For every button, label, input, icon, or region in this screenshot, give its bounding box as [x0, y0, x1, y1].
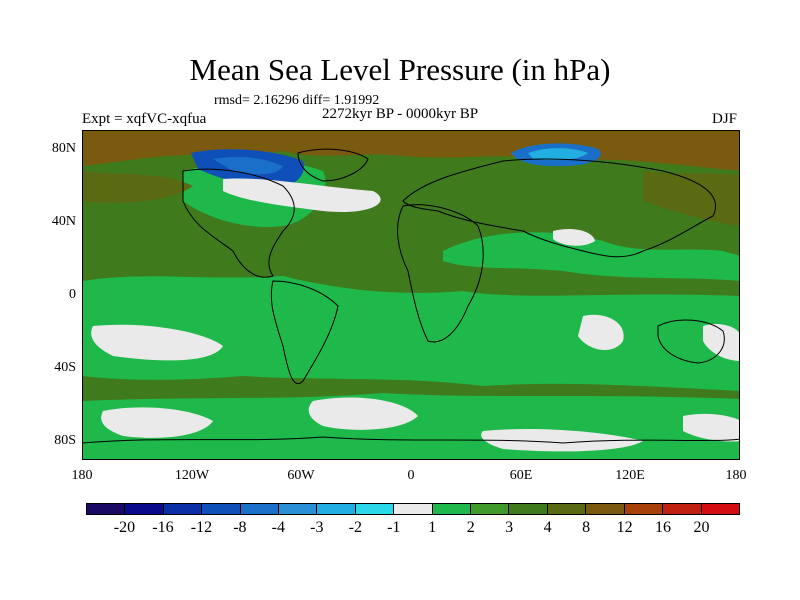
colorbar-label: 16: [655, 519, 672, 536]
region-arctic-high: [83, 131, 739, 171]
region-southeast-pacific-neutral: [91, 324, 224, 361]
colorbar-label: 1: [428, 519, 437, 536]
colorbar-label: -2: [348, 519, 362, 536]
region-north-indian-ocean: [443, 232, 739, 281]
coast-antarctica: [83, 436, 739, 444]
x-tick-120e: 120E: [615, 468, 645, 483]
region-north-atlantic-neutral: [223, 178, 381, 212]
colorbar-label: 2: [466, 519, 475, 536]
colorbar-swatch: [87, 504, 126, 514]
y-tick-0: 0: [69, 287, 76, 302]
x-tick-180e: 180: [725, 468, 747, 483]
coast-africa: [397, 204, 484, 343]
coast-eurasia: [402, 158, 716, 258]
region-greenland-low-core: [213, 157, 283, 175]
region-north-pacific-west: [83, 171, 193, 203]
region-indian-ocean-neutral: [578, 314, 624, 351]
colorbar-label: 3: [505, 519, 514, 536]
colorbar-swatch: [547, 504, 587, 514]
colorbar-label: -4: [271, 519, 285, 536]
colorbar-label: -8: [233, 519, 247, 536]
x-tick-60w: 60W: [287, 468, 315, 483]
colorbar-swatch: [509, 504, 548, 514]
colorbar-swatch: [432, 504, 472, 514]
season-label: DJF: [712, 111, 738, 127]
experiment-label: Expt = xqfVC-xqfua: [82, 111, 207, 127]
colorbar-label: 20: [693, 519, 710, 536]
period-label: 2272kyr BP - 0000kyr BP: [322, 106, 479, 122]
coast-south-america: [270, 280, 339, 384]
colorbar-swatch: [586, 504, 625, 514]
colorbar-label: -16: [152, 519, 174, 536]
colorbar-label: 8: [582, 519, 591, 536]
colorbar-swatch: [394, 504, 433, 514]
colorbar-swatch: [163, 504, 203, 514]
coast-greenland: [297, 148, 369, 182]
region-southern-ocean-neutral-indian: [481, 429, 643, 452]
colorbar-swatch: [279, 504, 318, 514]
x-tick-60e: 60E: [509, 468, 533, 483]
colorbar-label: 12: [616, 519, 633, 536]
colorbar-swatch: [317, 504, 356, 514]
x-tick-180w: 180: [71, 468, 93, 483]
region-siberia-low-core: [528, 148, 588, 161]
colorbar-label: -3: [310, 519, 324, 536]
colorbar-label: -12: [190, 519, 213, 536]
colorbar-swatch: [202, 504, 241, 514]
colorbar-swatch: [240, 504, 280, 514]
map-svg: [83, 131, 739, 459]
x-tick-120w: 120W: [174, 468, 210, 483]
colorbar-swatch: [663, 504, 702, 514]
y-tick-80n: 80N: [51, 141, 76, 156]
region-tasman-neutral: [703, 324, 739, 361]
x-tick-0: 0: [407, 468, 415, 483]
coastlines: [83, 148, 739, 444]
colorbar-swatch: [355, 504, 395, 514]
map-plot-area: [82, 130, 740, 460]
colorbar-label: 4: [543, 519, 552, 536]
region-central-asia-neutral: [553, 229, 595, 246]
chart-title: Mean Sea Level Pressure (in hPa): [189, 52, 611, 87]
colorbar-swatch: [624, 504, 664, 514]
rmsd-diff-stats: rmsd= 2.16296 diff= 1.91992: [214, 93, 380, 108]
colorbar-swatch: [125, 504, 164, 514]
y-tick-40s: 40S: [54, 360, 76, 375]
region-tropical-ocean: [83, 276, 739, 391]
colorbar-swatch: [701, 504, 739, 514]
y-tick-80s: 80S: [54, 433, 76, 448]
colorbar-swatch: [471, 504, 510, 514]
region-southern-ocean-neutral-west: [101, 407, 213, 438]
colorbar: [86, 503, 740, 515]
y-tick-40n: 40N: [51, 214, 76, 229]
coast-north-america: [182, 168, 295, 278]
coast-australia: [657, 319, 725, 364]
region-southern-ocean-neutral-atlantic: [308, 397, 418, 430]
region-southern-ocean-neutral-east: [683, 413, 739, 442]
colorbar-label: -20: [113, 519, 136, 536]
colorbar-label: -1: [387, 519, 401, 536]
